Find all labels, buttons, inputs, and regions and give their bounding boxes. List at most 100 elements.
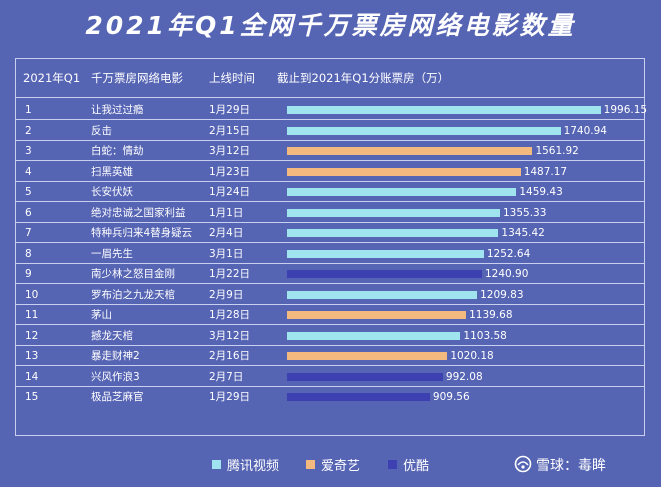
table-row: 15 极品芝麻官 1月29日 909.56 (15, 387, 645, 407)
bar-3 (287, 147, 533, 155)
table-row: 1 让我过过瘾 1月29日 1996.15 (15, 100, 648, 120)
watermark-sep: ： (564, 458, 578, 474)
row-release-date: 1月29日 (209, 104, 251, 116)
bar-5 (287, 188, 517, 196)
row-rank: 3 (25, 145, 32, 157)
bar-value-label: 1561.92 (535, 145, 579, 157)
table-row: 11 茅山 1月28日 1139.68 (15, 305, 645, 325)
row-movie-name: 扫黑英雄 (91, 165, 133, 178)
row-rank: 7 (25, 227, 32, 239)
row-movie-name: 绝对忠诚之国家利益 (91, 206, 186, 219)
bar-value-label: 1209.83 (480, 288, 524, 301)
table-row: 4 扫黑英雄 1月23日 1487.17 (15, 162, 645, 182)
bar-value-label: 1103.58 (463, 329, 507, 342)
watermark-site: 雪球 (536, 458, 564, 474)
legend-swatch-iqiyi (306, 460, 315, 469)
row-release-date: 2月7日 (209, 370, 244, 383)
table-row: 8 一眉先生 3月1日 1252.64 (15, 244, 645, 264)
row-rank: 9 (25, 268, 32, 280)
bar-9 (287, 270, 482, 278)
bar-8 (287, 249, 484, 258)
bar-value-label: 992.08 (445, 370, 483, 383)
table-row: 3 白蛇：情劫 3月12日 1561.92 (15, 141, 645, 161)
table-row: 12 撼龙天棺 3月12日 1103.58 (15, 326, 645, 346)
bar-value-label: 1487.17 (523, 165, 568, 178)
row-movie-name: 特种兵归来4替身疑云 (91, 227, 193, 239)
row-movie-name: 极品芝麻官 (91, 391, 144, 403)
bar-value-label: 909.56 (432, 391, 470, 403)
header-rank: 2021年Q1 (23, 71, 81, 85)
legend-label-youku: 优酷 (403, 459, 430, 474)
table-row: 5 长安伏妖 1月24日 1459.43 (15, 182, 645, 202)
table-row: 13 暴走财神2 2月16日 1020.18 (15, 346, 645, 366)
bar-value-label: 1740.94 (563, 124, 607, 137)
row-rank: 6 (25, 206, 32, 219)
bar-value-label: 1345.42 (501, 227, 545, 239)
legend: 腾讯视频 爱奇艺 优酷 (212, 458, 472, 476)
row-release-date: 2月16日 (209, 350, 251, 362)
row-movie-name: 兴风作浪3 (91, 370, 140, 383)
row-rank: 13 (25, 350, 39, 362)
row-movie-name: 一眉先生 (91, 247, 133, 260)
row-rank: 10 (25, 288, 39, 301)
row-release-date: 3月12日 (209, 145, 251, 157)
bar-4 (287, 167, 521, 176)
table-row: 6 绝对忠诚之国家利益 1月1日 1355.33 (15, 203, 645, 223)
watermark-author: 毒眸 (578, 458, 606, 474)
bar-7 (287, 229, 499, 237)
header-boxoffice: 截止到2021年Q1分账票房（万） (277, 71, 450, 85)
header-movie: 千万票房网络电影 (91, 71, 183, 85)
bar-value-label: 1139.68 (469, 309, 513, 321)
bar-13 (287, 352, 448, 360)
table-frame (15, 58, 645, 436)
row-release-date: 1月28日 (209, 309, 251, 321)
bar-6 (287, 208, 500, 217)
row-rank: 12 (25, 329, 39, 342)
legend-label-iqiyi: 爱奇艺 (321, 459, 361, 474)
row-release-date: 3月1日 (209, 247, 244, 260)
table-row: 14 兴风作浪3 2月7日 992.08 (15, 367, 645, 387)
row-movie-name: 白蛇：情劫 (91, 145, 144, 157)
bar-value-label: 1252.64 (486, 247, 531, 260)
bar-15 (287, 393, 430, 401)
bar-2 (287, 126, 561, 135)
watermark: 雪球：毒眸 (514, 455, 606, 477)
table-row: 2 反击 2月15日 1740.94 (15, 121, 645, 141)
row-release-date: 1月24日 (209, 186, 251, 198)
table-row: 9 南少林之怒目金刚 1月22日 1240.90 (15, 264, 645, 284)
row-rank: 15 (25, 391, 39, 403)
legend-swatch-youku (388, 460, 397, 469)
legend-label-tencent: 腾讯视频 (227, 459, 280, 474)
row-rank: 5 (25, 186, 32, 198)
row-movie-name: 暴走财神2 (91, 350, 140, 362)
bar-value-label: 1240.90 (484, 268, 529, 280)
bar-11 (287, 311, 467, 319)
row-release-date: 3月12日 (209, 329, 251, 342)
row-movie-name: 南少林之怒目金刚 (91, 268, 175, 280)
row-rank: 2 (25, 124, 32, 137)
header-date: 上线时间 (209, 71, 255, 85)
bar-value-label: 1996.15 (603, 104, 648, 116)
bar-value-label: 1020.18 (450, 350, 494, 362)
row-rank: 1 (25, 104, 32, 116)
row-release-date: 2月9日 (209, 288, 244, 301)
row-rank: 4 (25, 165, 32, 178)
legend-item-tencent: 腾讯视频 (212, 458, 279, 476)
row-movie-name: 撼龙天棺 (91, 329, 133, 342)
bar-10 (287, 290, 478, 299)
legend-swatch-tencent (212, 460, 221, 469)
table-row: 7 特种兵归来4替身疑云 2月4日 1345.42 (15, 223, 645, 243)
table-header: 2021年Q1 千万票房网络电影 上线时间 截止到2021年Q1分账票房（万） (15, 58, 645, 98)
snowball-logo-icon (514, 455, 532, 473)
bar-14 (287, 372, 443, 381)
row-rank: 8 (25, 247, 32, 260)
bar-1 (287, 106, 601, 114)
bar-12 (287, 331, 461, 340)
row-release-date: 1月22日 (209, 268, 251, 280)
row-movie-name: 罗布泊之九龙天棺 (91, 288, 175, 301)
row-release-date: 1月23日 (209, 165, 251, 178)
row-release-date: 1月29日 (209, 391, 251, 403)
legend-item-iqiyi: 爱奇艺 (306, 458, 360, 476)
row-movie-name: 长安伏妖 (91, 186, 133, 198)
row-rank: 11 (25, 309, 39, 321)
